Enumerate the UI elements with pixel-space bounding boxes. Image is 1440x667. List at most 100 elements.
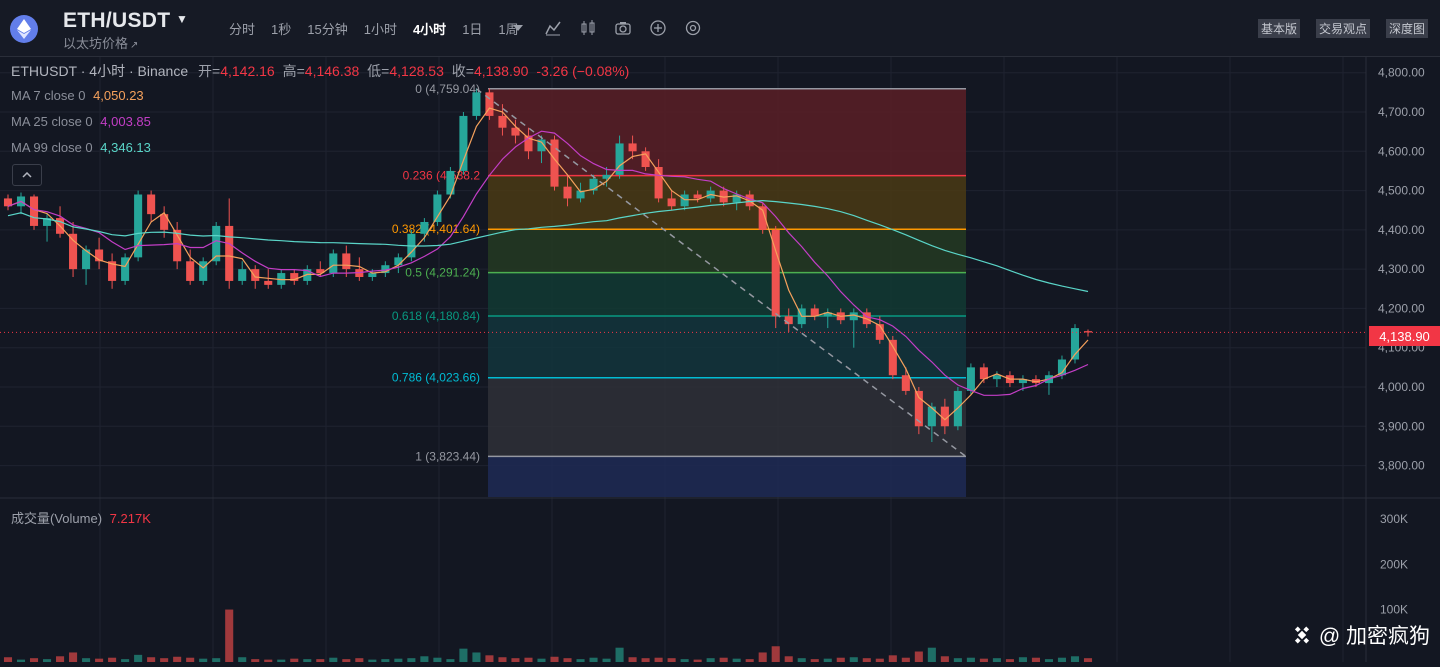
volume-bar	[901, 657, 910, 662]
volume-bar	[186, 657, 195, 662]
price-chart[interactable]: 4,800.00 4,700.00 4,600.00 4,500.00 4,400.00…	[0, 57, 1440, 662]
collapse-legend-button[interactable]	[12, 164, 42, 186]
volume-bar	[82, 658, 91, 662]
fib-level-label: 0.5 (4,291.24)	[405, 266, 480, 280]
volume-bar	[628, 657, 637, 662]
volume-bar	[485, 655, 494, 662]
candle-body	[433, 194, 442, 222]
candle-body	[771, 229, 780, 317]
candle-body	[342, 253, 351, 270]
add-icon[interactable]	[648, 18, 668, 38]
candle-body	[420, 222, 429, 234]
price-axis-label: 4,800.00	[1378, 66, 1425, 80]
candle-body	[862, 312, 871, 325]
candle-body	[641, 151, 650, 167]
settings-icon[interactable]	[683, 18, 703, 38]
volume-bar	[862, 658, 871, 662]
ma99-legend[interactable]: MA 99 close 0 4,346.13	[11, 140, 151, 155]
volume-bar	[1070, 656, 1080, 662]
volume-bar	[108, 657, 117, 662]
chevron-up-icon	[22, 172, 32, 178]
volume-bar	[16, 659, 26, 662]
price-axis-label: 4,500.00	[1378, 184, 1425, 198]
depth-chart-button[interactable]: 深度图	[1385, 19, 1428, 38]
candle-body	[758, 206, 767, 230]
candle-body	[108, 261, 117, 281]
interval-5[interactable]: 1日	[462, 22, 483, 37]
candle-body	[160, 214, 169, 230]
candle-body	[1031, 379, 1040, 384]
candle-body	[316, 269, 325, 274]
volume-bar	[537, 658, 546, 662]
symbol-dropdown-icon[interactable]: ▼	[176, 12, 188, 26]
fib-level-label: 0 (4,759.04)	[415, 82, 480, 96]
interval-0[interactable]: 分时	[229, 22, 256, 37]
volume-bar	[472, 652, 481, 662]
indicator-icon[interactable]	[543, 18, 563, 38]
volume-bar	[979, 658, 988, 662]
top-toolbar: ETH/USDT ▼ 以太坊价格 ↗ 分时 1秒 15分钟 1小时 4小时 1日 1周 基本版…	[0, 0, 1440, 57]
candle-body	[810, 308, 819, 317]
ma25-legend[interactable]: MA 25 close 0 4,003.85	[11, 114, 151, 129]
ma7-legend[interactable]: MA 7 close 0 4,050.23	[11, 88, 144, 103]
volume-bar	[446, 659, 455, 662]
price-axis-label: 3,800.00	[1378, 459, 1425, 473]
candle-body	[212, 225, 221, 262]
candle-body	[927, 406, 936, 427]
candle-body	[43, 218, 52, 226]
candle-body	[589, 178, 598, 191]
candle-body	[368, 273, 377, 277]
high-value: 4,146.38	[304, 63, 360, 79]
candle-body	[173, 229, 182, 262]
interval-3[interactable]: 1小时	[363, 22, 397, 37]
volume-bar	[381, 659, 390, 662]
last-price-tag: 4,138.90	[1369, 326, 1440, 346]
candle-body	[966, 367, 975, 391]
volume-bar	[875, 658, 884, 662]
candle-body	[719, 190, 728, 203]
price-axis-label: 4,300.00	[1378, 262, 1425, 276]
basic-view-button[interactable]: 基本版	[1257, 19, 1300, 38]
volume-bar	[576, 659, 585, 662]
volume-bar	[134, 654, 143, 662]
candle-body	[69, 233, 78, 270]
low-label: 低=	[367, 63, 390, 79]
volume-bar	[550, 656, 559, 662]
chart-area[interactable]: 4,800.00 4,700.00 4,600.00 4,500.00 4,400.00…	[0, 57, 1440, 662]
candle-body	[524, 135, 533, 152]
volume-bar	[56, 656, 65, 662]
symbol-subtitle: 以太坊价格 ↗	[63, 36, 139, 51]
volume-bar	[1018, 657, 1027, 662]
candle-body	[901, 375, 910, 391]
low-value: 4,128.53	[389, 63, 444, 79]
candle-body	[251, 269, 260, 281]
fib-zone	[488, 456, 966, 497]
trading-ideas-button[interactable]: 交易观点	[1315, 19, 1370, 38]
volume-bar	[524, 657, 533, 662]
candle-body	[3, 198, 13, 207]
interval-6[interactable]: 1周	[498, 22, 519, 37]
volume-bar	[1031, 657, 1040, 662]
volume-bar	[563, 658, 572, 662]
interval-selector: 分时 1秒 15分钟 1小时 4小时 1日 1周	[229, 19, 535, 38]
interval-4[interactable]: 4小时	[412, 22, 447, 37]
interval-1[interactable]: 1秒	[271, 22, 292, 37]
candle-type-icon[interactable]	[578, 18, 598, 38]
volume-bar	[238, 657, 247, 662]
volume-bar	[940, 656, 949, 662]
volume-bar	[888, 655, 897, 662]
candle-body	[134, 194, 143, 258]
volume-bar	[810, 659, 819, 662]
ma99-line	[7, 199, 1089, 293]
fib-level-label: 0.382 (4,401.64)	[392, 222, 480, 236]
candle-body	[849, 312, 858, 321]
camera-icon[interactable]	[613, 18, 633, 38]
open-label: 开=	[198, 63, 221, 79]
interval-2[interactable]: 15分钟	[307, 22, 348, 37]
candle-body	[693, 194, 702, 199]
interval-dropdown-icon[interactable]	[508, 18, 528, 38]
symbol-name[interactable]: ETH/USDT	[63, 9, 171, 32]
close-value: 4,138.90	[473, 63, 529, 79]
volume-bar	[147, 657, 156, 662]
candle-body	[602, 174, 611, 179]
